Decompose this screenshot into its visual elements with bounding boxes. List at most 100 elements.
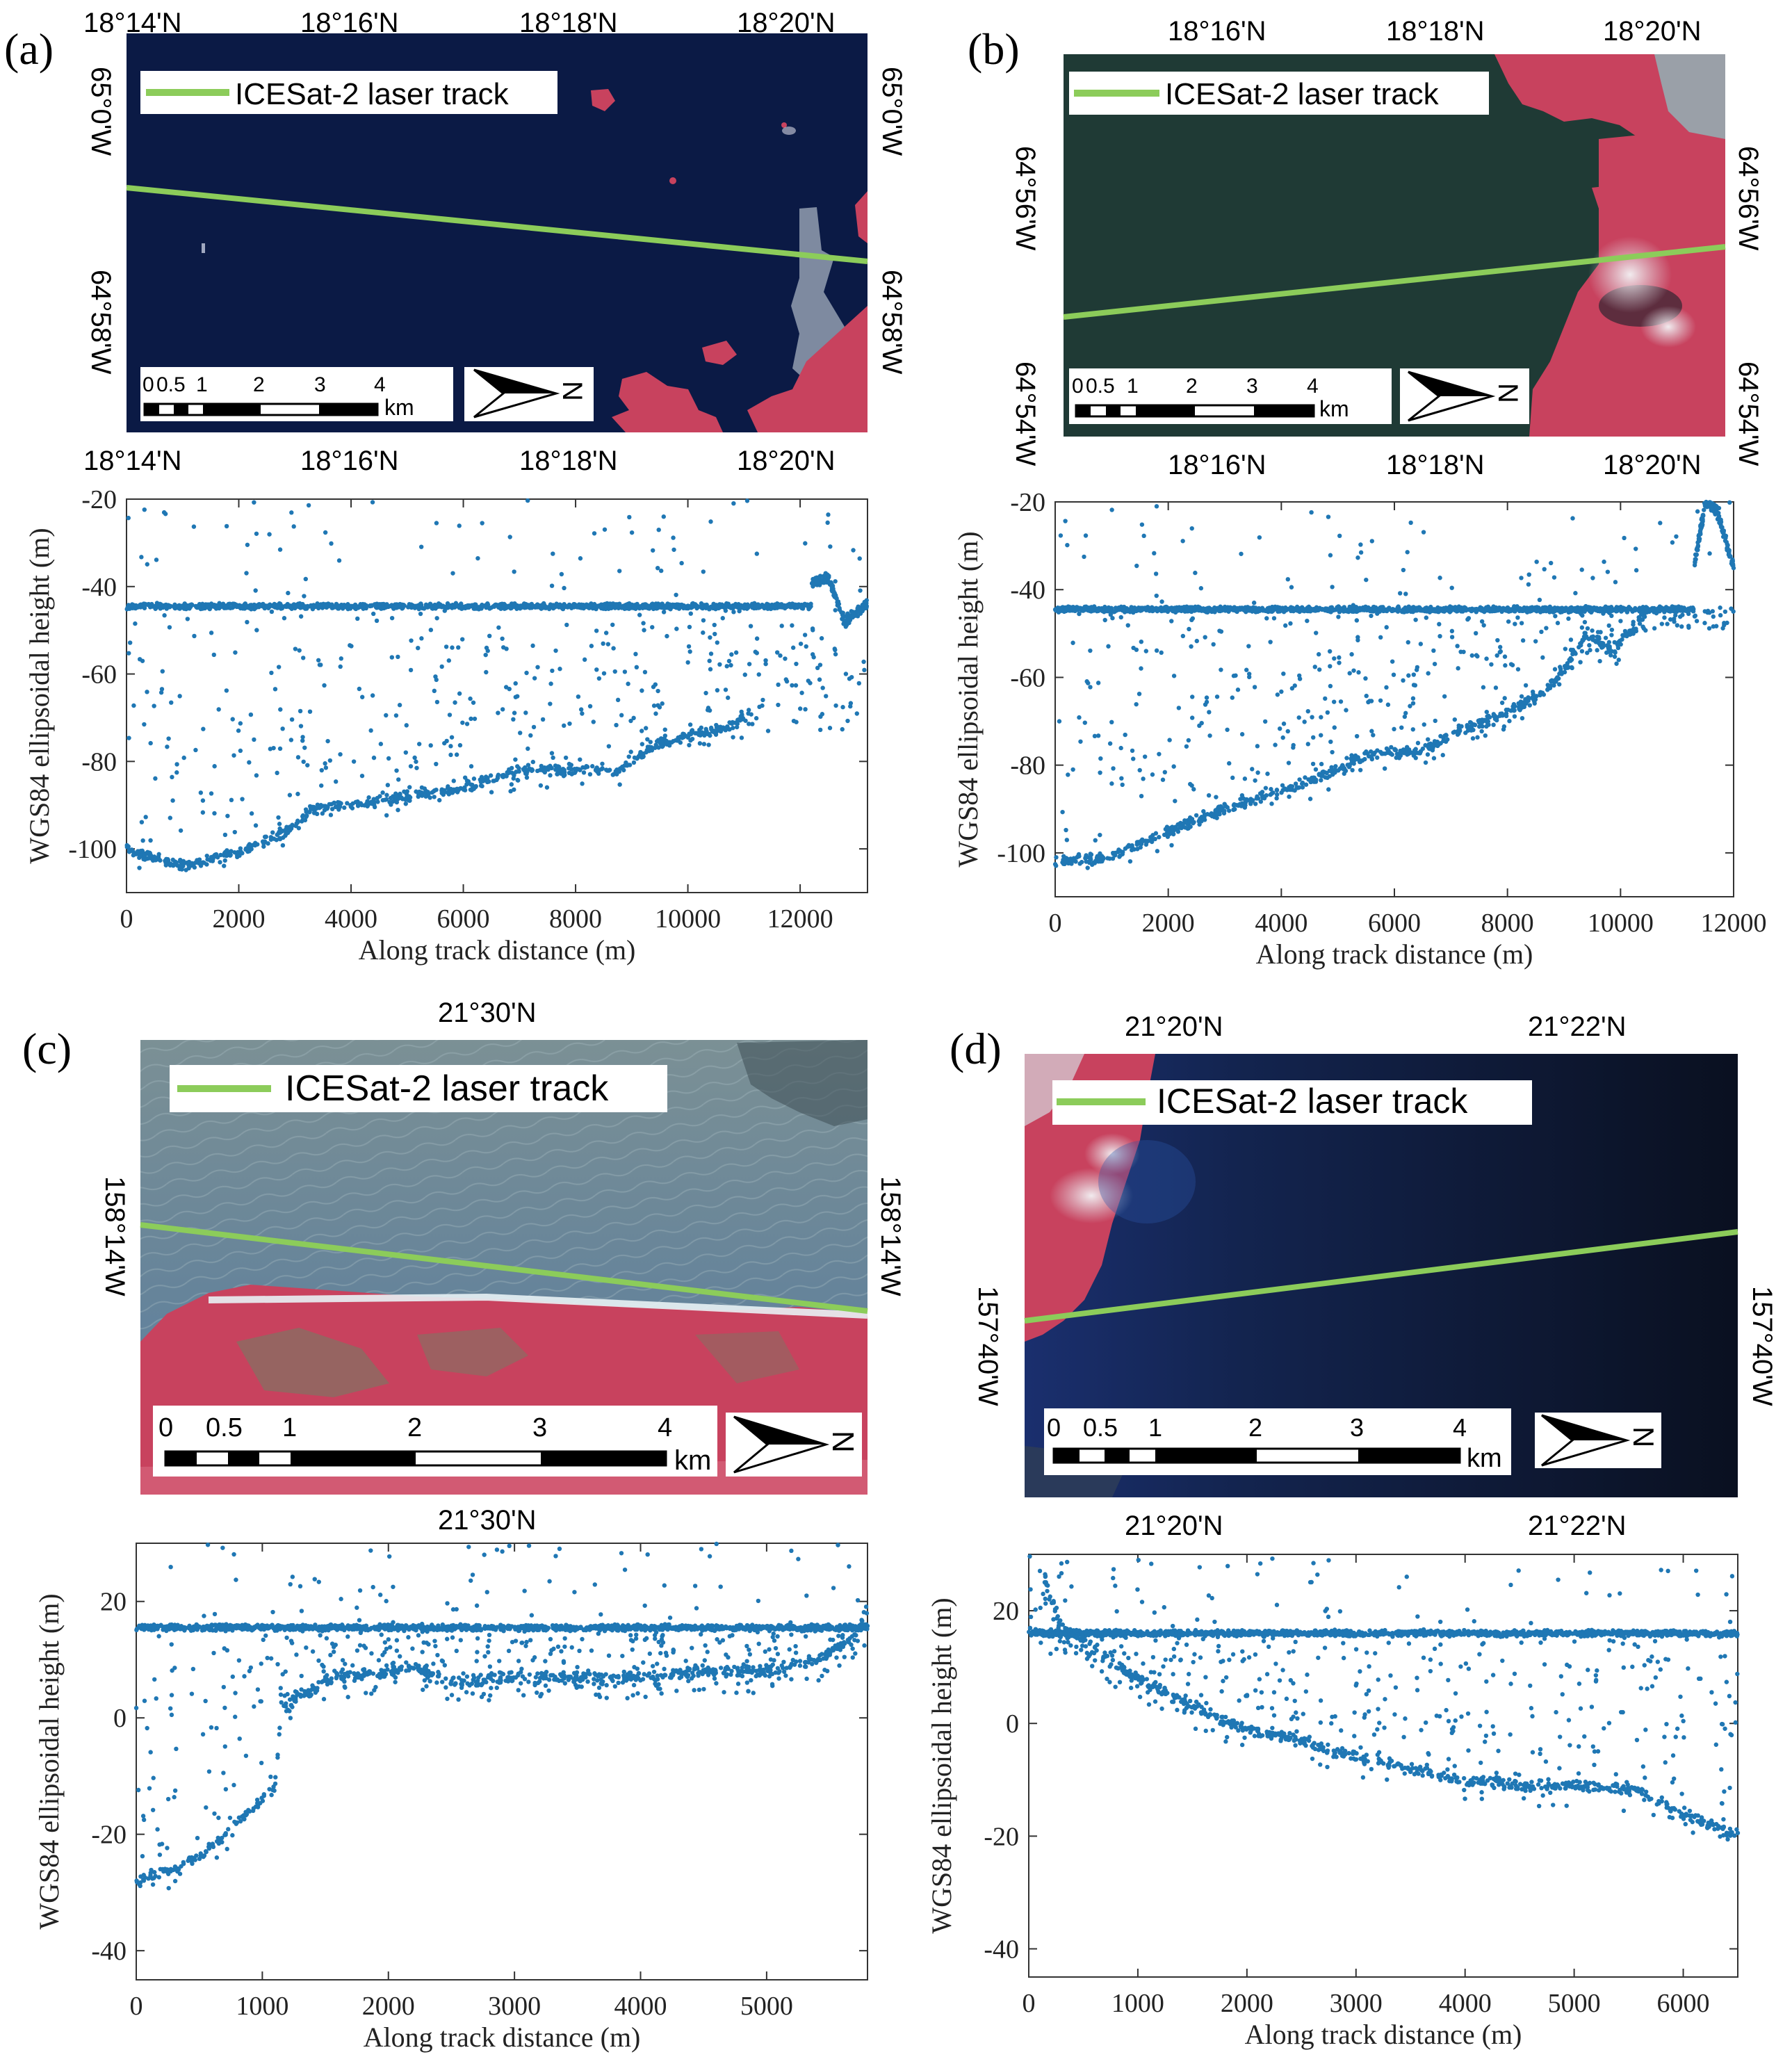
data-point — [674, 626, 679, 631]
data-point — [211, 652, 217, 658]
data-point — [479, 774, 484, 780]
map-c-track — [140, 1222, 868, 1314]
data-point — [661, 514, 666, 519]
data-point — [790, 645, 796, 650]
data-point — [209, 631, 214, 635]
data-point — [1438, 606, 1443, 611]
data-point — [1462, 605, 1467, 610]
data-point — [1578, 641, 1583, 646]
data-point — [218, 860, 222, 865]
data-point — [803, 541, 808, 546]
data-point — [739, 709, 744, 715]
scatter-points — [124, 498, 869, 872]
data-point — [1084, 853, 1089, 858]
data-point — [576, 694, 581, 699]
data-point — [633, 651, 638, 657]
data-point — [846, 617, 852, 622]
data-point — [179, 867, 184, 872]
data-point — [723, 608, 728, 613]
data-point — [708, 635, 712, 640]
data-point — [247, 760, 252, 765]
data-point — [211, 853, 217, 859]
data-point — [617, 782, 622, 787]
data-point — [399, 795, 404, 800]
data-point — [480, 521, 484, 526]
data-point — [794, 719, 799, 724]
data-point — [1555, 607, 1560, 612]
data-point — [1295, 786, 1301, 790]
data-point — [307, 810, 312, 815]
data-point — [561, 774, 567, 779]
data-point — [336, 603, 341, 608]
data-point — [302, 604, 308, 609]
data-point — [145, 562, 149, 567]
data-point — [724, 602, 728, 607]
data-point — [512, 601, 517, 606]
data-point — [1549, 678, 1554, 683]
data-point — [1054, 855, 1059, 860]
data-point — [337, 804, 342, 809]
data-point — [1189, 816, 1195, 822]
data-point — [580, 711, 585, 716]
data-point — [445, 786, 450, 791]
data-point — [1231, 807, 1237, 812]
data-point — [592, 602, 596, 607]
data-point — [714, 722, 719, 728]
data-point — [1358, 607, 1363, 612]
data-point — [641, 621, 646, 626]
data-point — [513, 757, 518, 762]
data-point — [662, 733, 668, 738]
data-point — [459, 601, 464, 606]
data-point — [840, 612, 845, 617]
data-point — [589, 764, 595, 769]
data-point — [448, 752, 453, 758]
data-point — [280, 726, 285, 731]
data-point — [342, 805, 347, 811]
data-point — [555, 772, 560, 776]
data-point — [1179, 608, 1184, 614]
data-point — [300, 735, 305, 740]
data-point — [1562, 669, 1567, 675]
data-point — [500, 707, 505, 712]
data-point — [284, 831, 288, 836]
data-point — [1675, 608, 1681, 612]
data-point — [197, 857, 202, 862]
legend-label-b: ICESat-2 laser track — [1165, 77, 1440, 111]
data-point — [340, 603, 345, 608]
data-point — [852, 612, 856, 617]
data-point — [1274, 796, 1279, 801]
data-point — [711, 729, 717, 733]
data-point — [137, 657, 142, 662]
data-point — [685, 660, 690, 665]
data-point — [1222, 802, 1227, 806]
data-point — [614, 722, 619, 728]
data-point — [127, 640, 133, 645]
map-d-legend: ICESat-2 laser track — [1052, 1080, 1532, 1125]
data-point — [818, 714, 823, 719]
data-point — [511, 717, 516, 722]
data-point — [245, 542, 250, 547]
y-tick-label: -60 — [1010, 663, 1045, 692]
data-point — [804, 644, 808, 649]
data-point — [535, 665, 540, 669]
data-point — [589, 644, 594, 649]
data-point — [448, 744, 453, 749]
data-point — [133, 621, 138, 626]
panel-label-c: (c) — [22, 1024, 72, 1073]
data-point — [371, 755, 377, 760]
data-point — [748, 624, 754, 628]
data-point — [1258, 799, 1264, 804]
north-arrow-a: N — [464, 367, 594, 421]
data-point — [724, 664, 729, 669]
data-point — [1418, 749, 1424, 754]
data-point — [1494, 717, 1499, 723]
data-point — [810, 626, 815, 631]
data-point — [238, 748, 243, 754]
data-point — [612, 669, 617, 674]
data-point — [394, 799, 400, 805]
data-point — [428, 743, 433, 748]
data-point — [689, 729, 694, 733]
data-point — [763, 658, 768, 663]
data-point — [197, 605, 202, 610]
data-point — [740, 713, 744, 719]
